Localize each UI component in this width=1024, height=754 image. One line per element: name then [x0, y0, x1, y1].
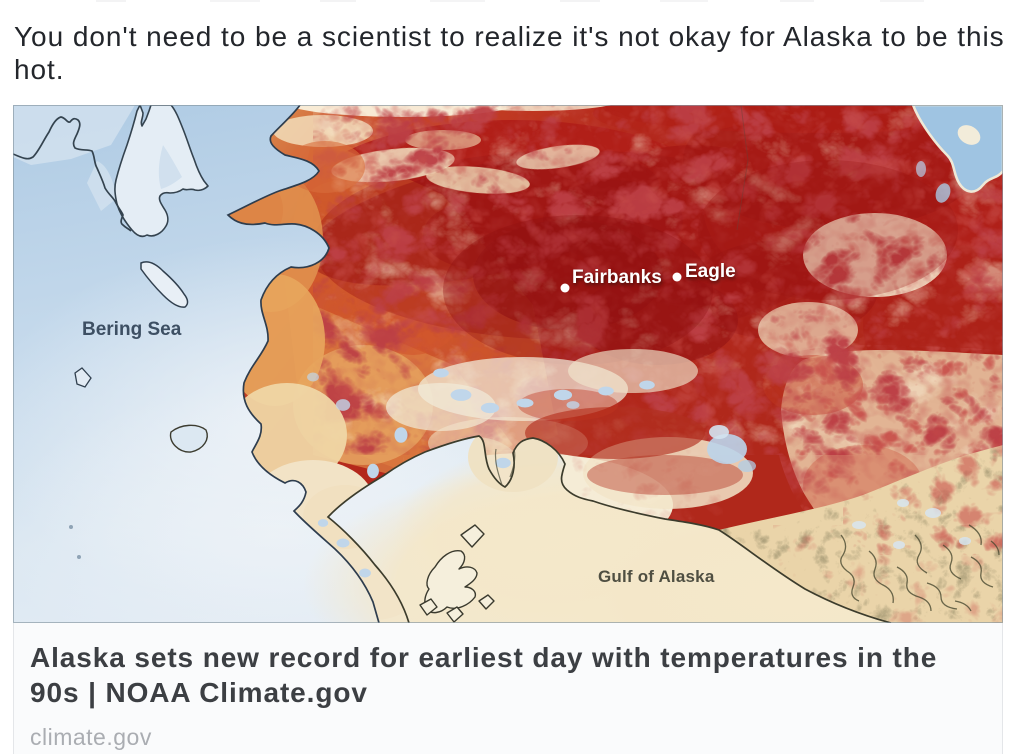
svg-text:Fairbanks: Fairbanks: [572, 267, 662, 288]
svg-text:Bering Sea: Bering Sea: [82, 319, 182, 340]
svg-text:Eagle: Eagle: [685, 261, 736, 282]
svg-text:Gulf of Alaska: Gulf of Alaska: [598, 567, 715, 586]
